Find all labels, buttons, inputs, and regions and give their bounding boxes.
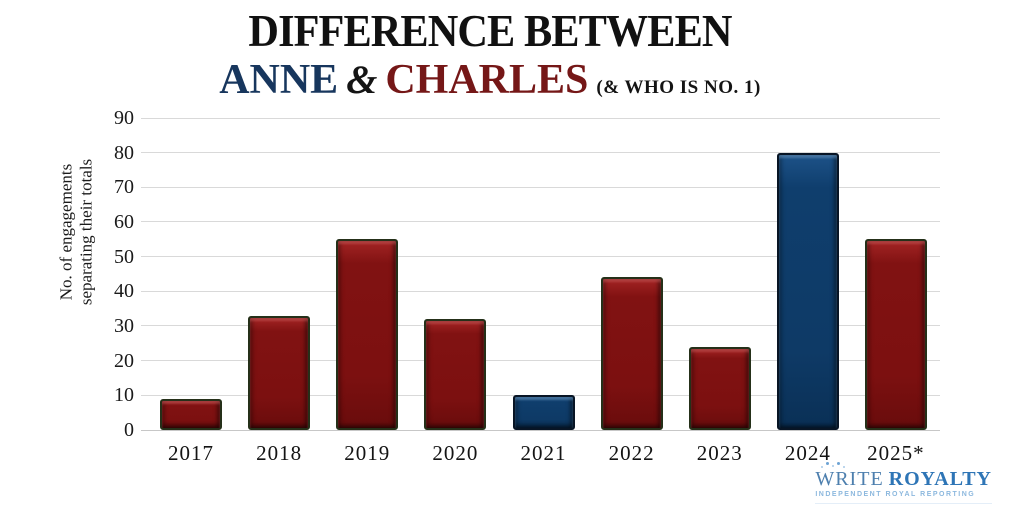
x-label-2018: 2018 (256, 441, 303, 465)
y-tick-label-70: 70 (114, 176, 134, 199)
gridline-70 (141, 186, 940, 188)
y-tick-label-20: 20 (114, 349, 134, 372)
y-tick-label-50: 50 (114, 245, 134, 268)
y-tick-label-10: 10 (114, 384, 134, 407)
title-line1: DIFFERENCE BETWEEN (248, 5, 732, 56)
x-label-2017: 2017 (168, 441, 215, 465)
x-label-2023: 2023 (696, 441, 743, 465)
y-tick-label-40: 40 (114, 280, 134, 303)
chart-title: DIFFERENCE BETWEEN ANNE & CHARLES (& WHO IS… (0, 5, 980, 101)
y-tick-label-30: 30 (114, 314, 134, 337)
logo-royalty-text: ROYALTY (888, 468, 992, 490)
gridline-90 (141, 117, 940, 119)
y-tick-label-60: 60 (114, 210, 134, 233)
logo-wordmark: WRITE ROYALTY (815, 469, 992, 489)
x-axis-labels: 2017 2018 2019 2020 2021 2022 2023 2024 2025* (147, 441, 940, 466)
gridline-60 (141, 221, 940, 223)
x-label-2019: 2019 (344, 441, 391, 465)
plot-area (141, 117, 940, 431)
x-label-2024: 2024 (784, 441, 831, 465)
crown-dots-icon (821, 461, 992, 468)
bar-2024 (776, 152, 839, 430)
title-ampersand: & (346, 56, 378, 102)
logo-underline (815, 503, 992, 504)
title-charles: CHARLES (385, 56, 589, 103)
gridline-30 (141, 325, 940, 327)
write-royalty-logo: WRITE ROYALTY INDEPENDENT ROYAL REPORTING (815, 461, 992, 504)
y-tick-label-0: 0 (124, 419, 134, 441)
gridline-40 (141, 290, 940, 292)
y-axis-tick-labels: 0 10 20 30 40 50 60 70 80 90 (0, 107, 138, 441)
bar-2020 (424, 319, 487, 430)
logo-write-text: WRITE (815, 468, 884, 490)
gridline-20 (141, 360, 940, 362)
gridline-50 (141, 256, 940, 258)
gridline-0 (141, 429, 940, 431)
x-label-2025: 2025* (867, 441, 925, 465)
x-label-2021: 2021 (520, 441, 567, 465)
title-anne: ANNE (219, 56, 339, 103)
y-tick-label-80: 80 (114, 141, 134, 164)
bar-2019 (336, 239, 399, 430)
bar-2023 (688, 346, 751, 430)
x-label-2022: 2022 (608, 441, 655, 465)
y-tick-label-90: 90 (114, 107, 134, 129)
x-label-2020: 2020 (432, 441, 479, 465)
bar-2017 (160, 398, 223, 430)
bar-2022 (600, 277, 663, 430)
bar-2021 (512, 395, 575, 430)
gridline-80 (141, 152, 940, 154)
bar-2025 (864, 239, 927, 430)
bar-2018 (248, 315, 311, 430)
title-line2: ANNE & CHARLES (& WHO IS NO. 1) (0, 59, 980, 101)
logo-tagline: INDEPENDENT ROYAL REPORTING (815, 491, 976, 498)
gridline-10 (141, 394, 940, 396)
title-subtitle: (& WHO IS NO. 1) (596, 76, 761, 98)
